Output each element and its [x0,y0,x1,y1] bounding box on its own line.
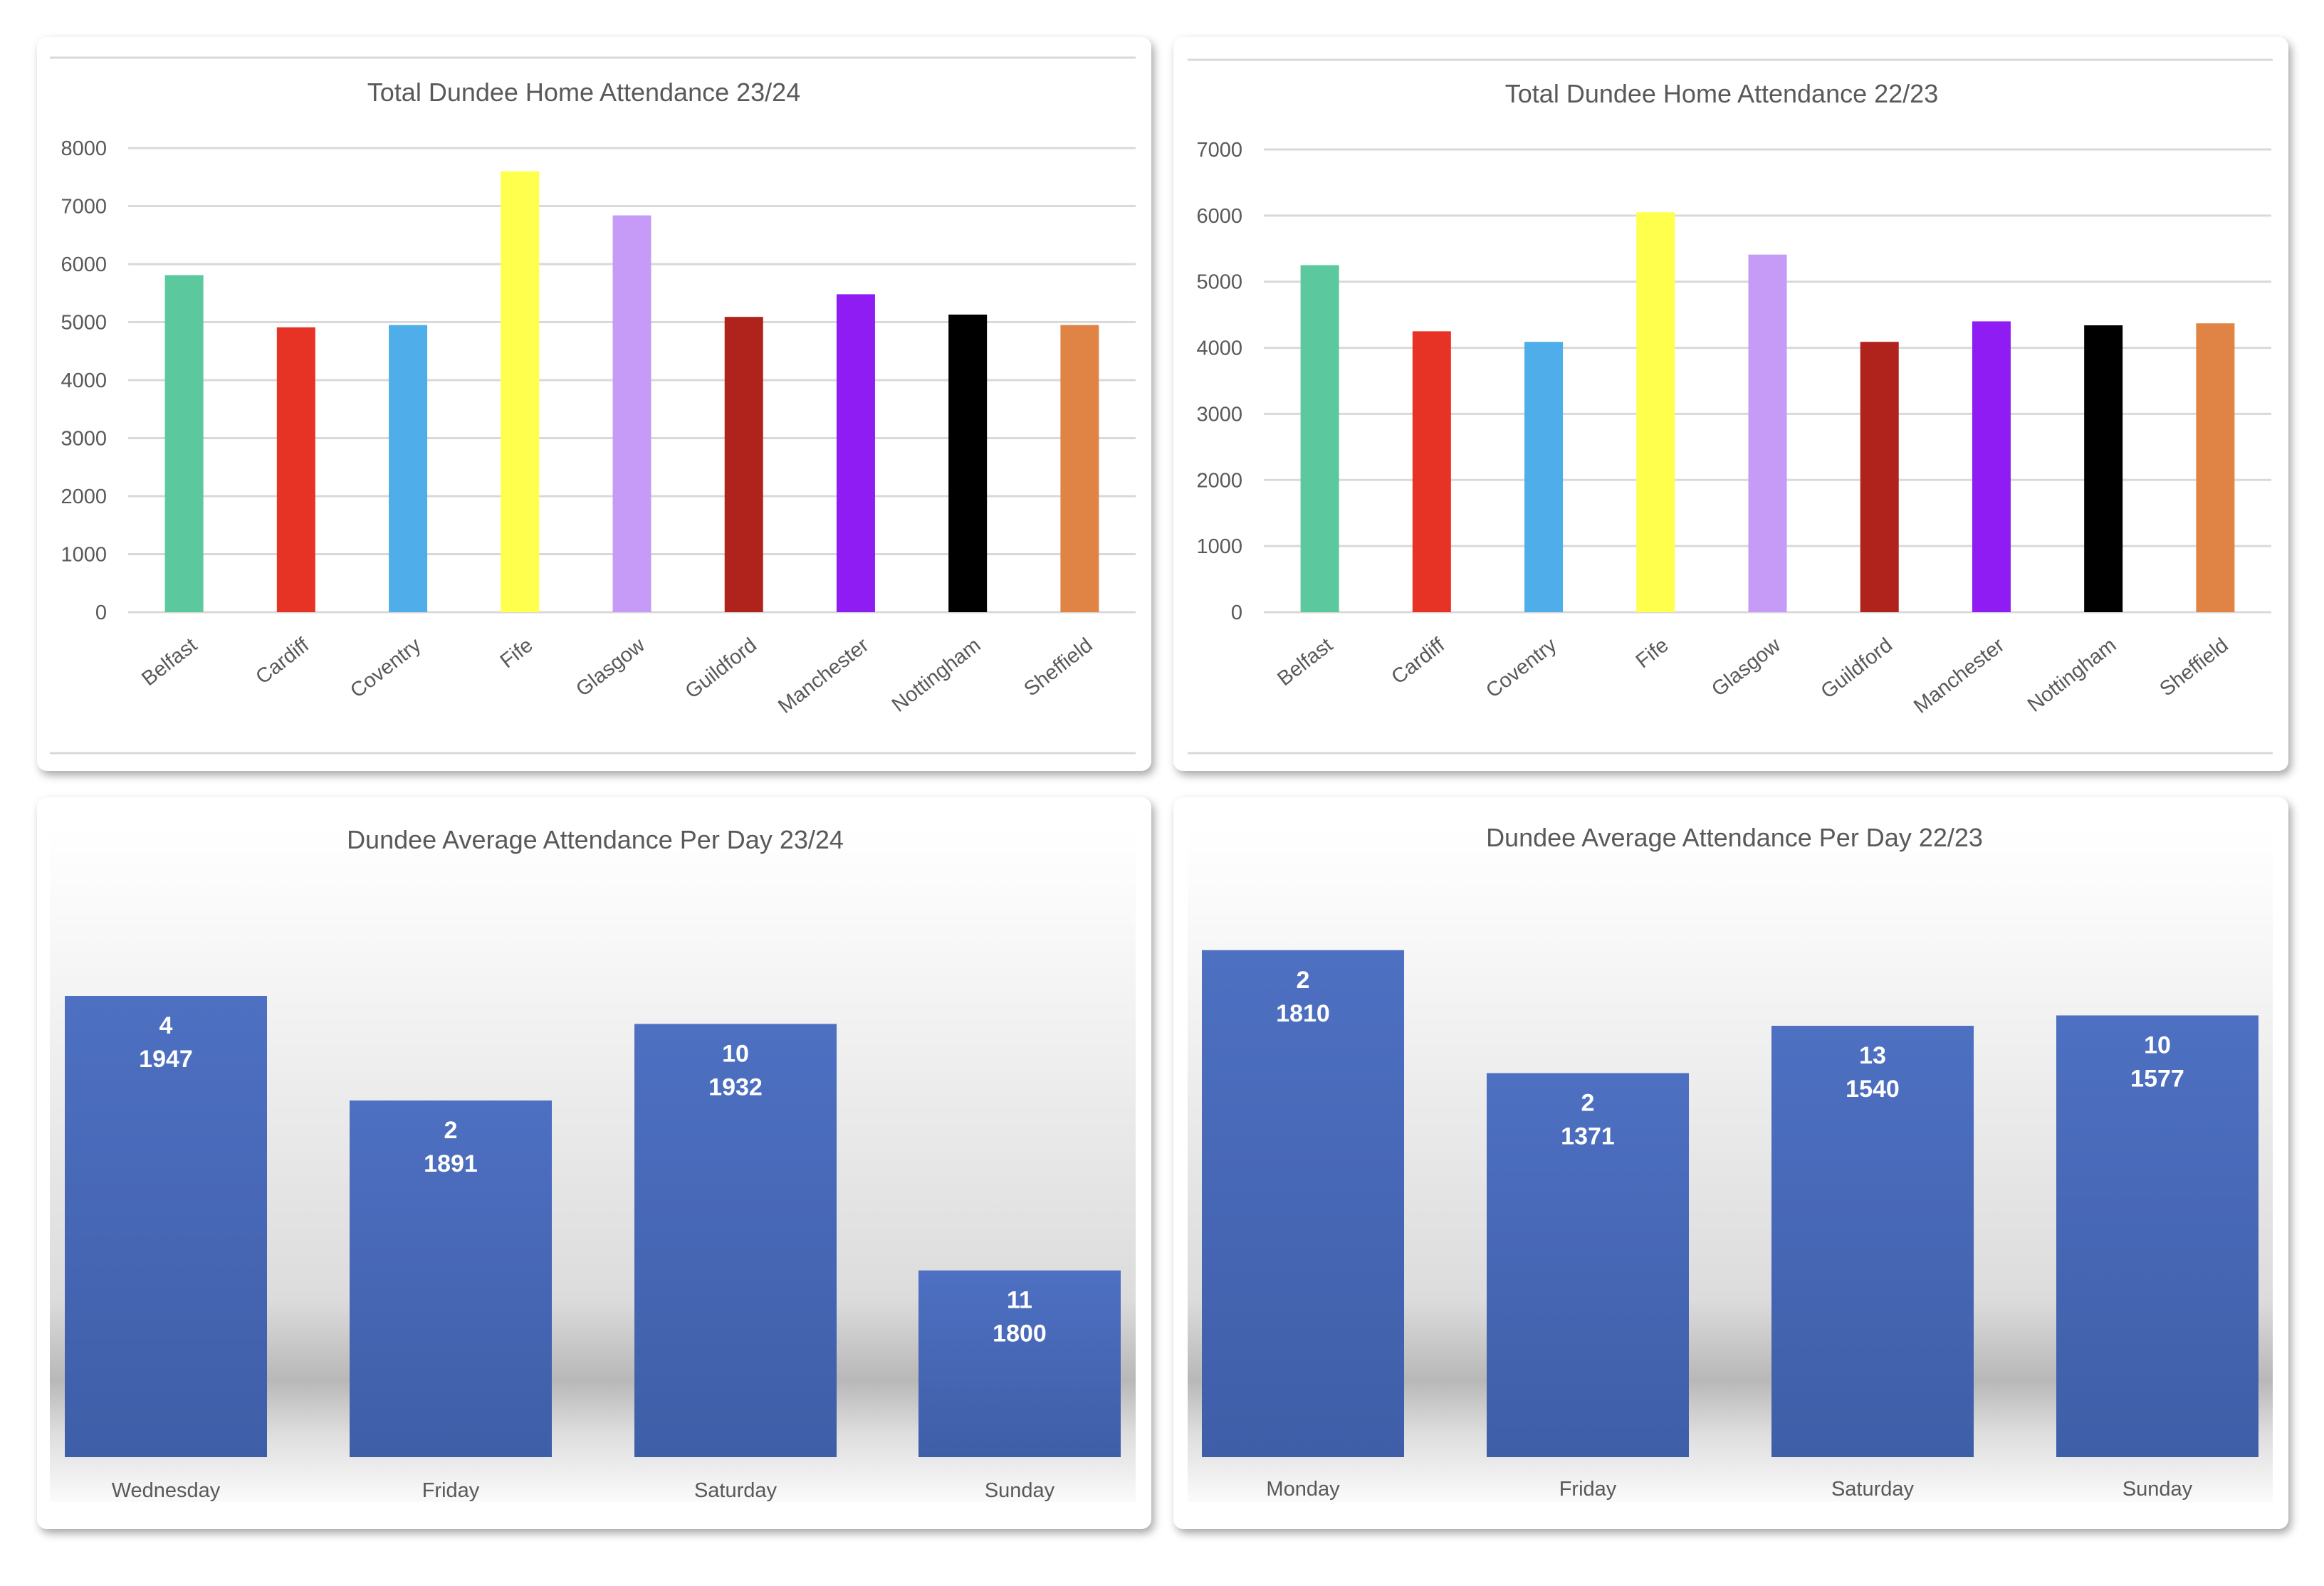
chart-title: Total Dundee Home Attendance 23/24 [367,78,800,107]
x-tick-label: Wednesday [112,1479,221,1502]
data-label-games: 2 [1581,1090,1595,1117]
bar-manchester [836,294,875,612]
x-tick-label: Friday [1559,1478,1617,1501]
y-tick-label: 0 [95,602,107,624]
bar-glasgow [612,215,651,612]
x-tick-label: Sunday [2123,1478,2193,1501]
chart-2: Total Dundee Home Attendance 22/23 0 1000 2… [1173,37,2288,771]
y-tick-label: 2000 [1196,469,1242,492]
data-label-average: 1540 [1846,1076,1900,1103]
data-label-average: 1810 [1276,1000,1330,1027]
x-tick-label: Sunday [985,1479,1055,1502]
x-tick-label: Saturday [694,1479,778,1502]
chart-3: Dundee Average Attendance Per Day 23/24 4… [37,797,1151,1529]
x-tick-label: Friday [422,1479,480,1502]
y-tick-label: 0 [1231,602,1242,624]
bar-cardiff [276,327,315,612]
bar-coventry [1524,342,1564,612]
bar-wednesday [65,996,267,1457]
x-tick-label: Saturday [1831,1478,1915,1501]
y-tick-label: 8000 [61,137,107,160]
data-label-games: 2 [444,1117,458,1144]
data-label-games: 4 [159,1012,173,1039]
bar-belfast [164,275,204,612]
chart-1: Total Dundee Home Attendance 23/24 0 1000 2… [37,37,1151,771]
data-label-average: 1891 [424,1150,478,1177]
bar-sunday [2056,1015,2258,1457]
bar-friday [350,1100,552,1457]
y-tick-label: 3000 [61,428,107,451]
bar-cardiff [1412,331,1451,612]
bar-monday [1202,950,1404,1457]
data-label-games: 2 [1297,967,1310,994]
chart-4: Dundee Average Attendance Per Day 22/23 2… [1173,797,2288,1529]
data-label-games: 10 [722,1040,749,1067]
y-tick-label: 7000 [61,196,107,219]
chart-title: Dundee Average Attendance Per Day 23/24 [347,825,844,854]
y-tick-label: 1000 [1196,535,1242,558]
data-label-games: 13 [1859,1042,1886,1069]
bar-belfast [1300,265,1339,612]
y-tick-label: 4000 [61,369,107,392]
bar-sheffield [2196,323,2235,612]
bar-friday [1487,1073,1689,1457]
data-label-games: 11 [1007,1287,1032,1314]
y-tick-label: 1000 [61,544,107,567]
bar-nottingham [948,314,988,612]
y-tick-label: 4000 [1196,337,1242,360]
chart-title: Dundee Average Attendance Per Day 22/23 [1486,823,1983,852]
bar-fife [1636,212,1675,612]
bar-sunday [918,1270,1121,1457]
data-label-average: 1947 [139,1046,193,1073]
data-label-average: 1932 [708,1073,763,1101]
data-label-games: 10 [2144,1031,2171,1059]
y-tick-label: 5000 [61,312,107,335]
y-tick-label: 3000 [1196,403,1242,426]
y-tick-label: 6000 [1196,205,1242,228]
data-label-average: 1371 [1561,1123,1615,1150]
bar-nottingham [2084,325,2123,612]
y-tick-label: 5000 [1196,271,1242,294]
x-tick-label: Monday [1266,1478,1340,1501]
y-tick-label: 6000 [61,253,107,276]
bar-glasgow [1748,254,1787,612]
chart-title: Total Dundee Home Attendance 22/23 [1505,79,1938,108]
bar-sheffield [1060,325,1099,612]
bar-guildford [724,317,763,612]
data-label-average: 1577 [2130,1065,2184,1092]
bar-saturday [634,1024,837,1457]
y-tick-label: 7000 [1196,139,1242,162]
bar-coventry [389,325,428,612]
bar-fife [501,171,540,613]
data-label-average: 1800 [993,1320,1047,1348]
bar-guildford [1860,342,1899,612]
y-tick-label: 2000 [61,485,107,508]
bar-manchester [1972,321,2011,612]
bar-saturday [1771,1026,1974,1457]
